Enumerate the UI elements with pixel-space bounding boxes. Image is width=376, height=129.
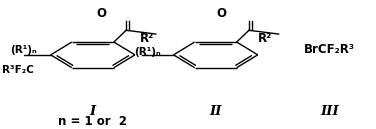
Text: III: III (320, 105, 339, 118)
Text: O: O (216, 6, 226, 19)
Text: n = 1 or  2: n = 1 or 2 (58, 115, 127, 128)
Text: O: O (97, 6, 107, 19)
Text: II: II (209, 105, 222, 118)
Text: (R¹)ₙ: (R¹)ₙ (135, 47, 161, 57)
Text: R²: R² (140, 32, 155, 45)
Text: R²: R² (258, 32, 272, 45)
Text: R³F₂C: R³F₂C (2, 65, 34, 75)
Text: (R¹)ₙ: (R¹)ₙ (10, 45, 37, 55)
Text: BrCF₂R³: BrCF₂R³ (304, 43, 355, 56)
Text: I: I (90, 105, 96, 118)
